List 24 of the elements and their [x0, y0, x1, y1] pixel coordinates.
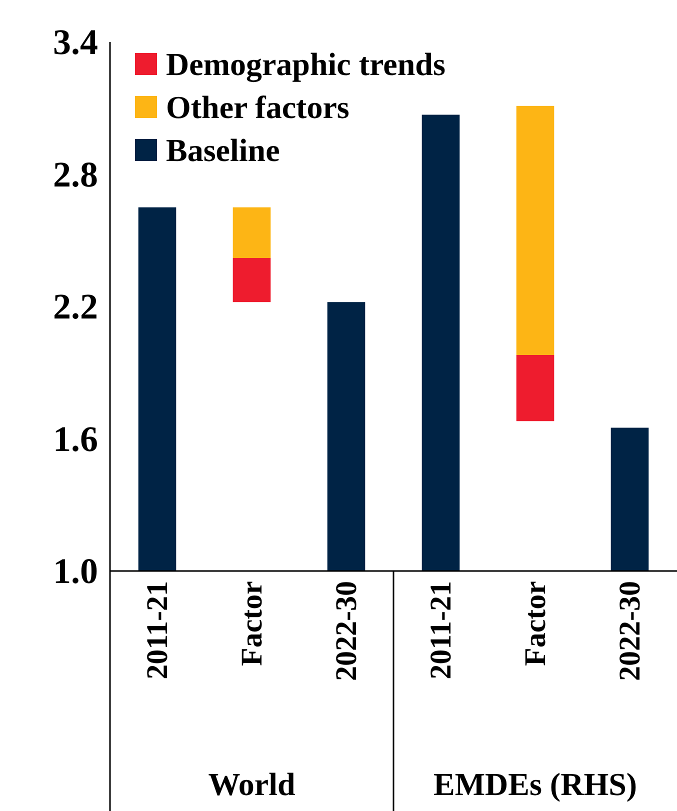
bar: [232, 207, 271, 258]
y-tick-label: 1.6: [53, 418, 98, 459]
y-tick-label: 2.2: [53, 286, 98, 326]
y-tick-label: 2.8: [53, 154, 98, 194]
y-tick-label: 1.0: [53, 551, 98, 591]
text: World: [208, 766, 296, 802]
x-tick-label: 2022-30: [613, 581, 646, 681]
x-tick-label: 2022-30: [330, 581, 363, 681]
bar: [232, 258, 271, 302]
legend-label: Baseline: [166, 132, 280, 168]
x-tick-label: 2011-21: [140, 581, 174, 680]
bar: [422, 114, 460, 571]
legend-label: Other factors: [166, 89, 350, 125]
text: EMDEs (RHS): [433, 766, 638, 802]
bar: [610, 428, 649, 571]
x-tick-label: 2011-21: [424, 581, 458, 680]
y-tick-label: 3.4: [53, 22, 98, 62]
bar: [516, 354, 554, 422]
legend-label: Demographic trends: [166, 46, 446, 83]
bar: [138, 207, 176, 571]
bar: [327, 302, 366, 571]
x-tick-label: Factor: [235, 581, 268, 666]
bar: [516, 106, 554, 355]
x-tick-label: Factor: [518, 581, 552, 666]
